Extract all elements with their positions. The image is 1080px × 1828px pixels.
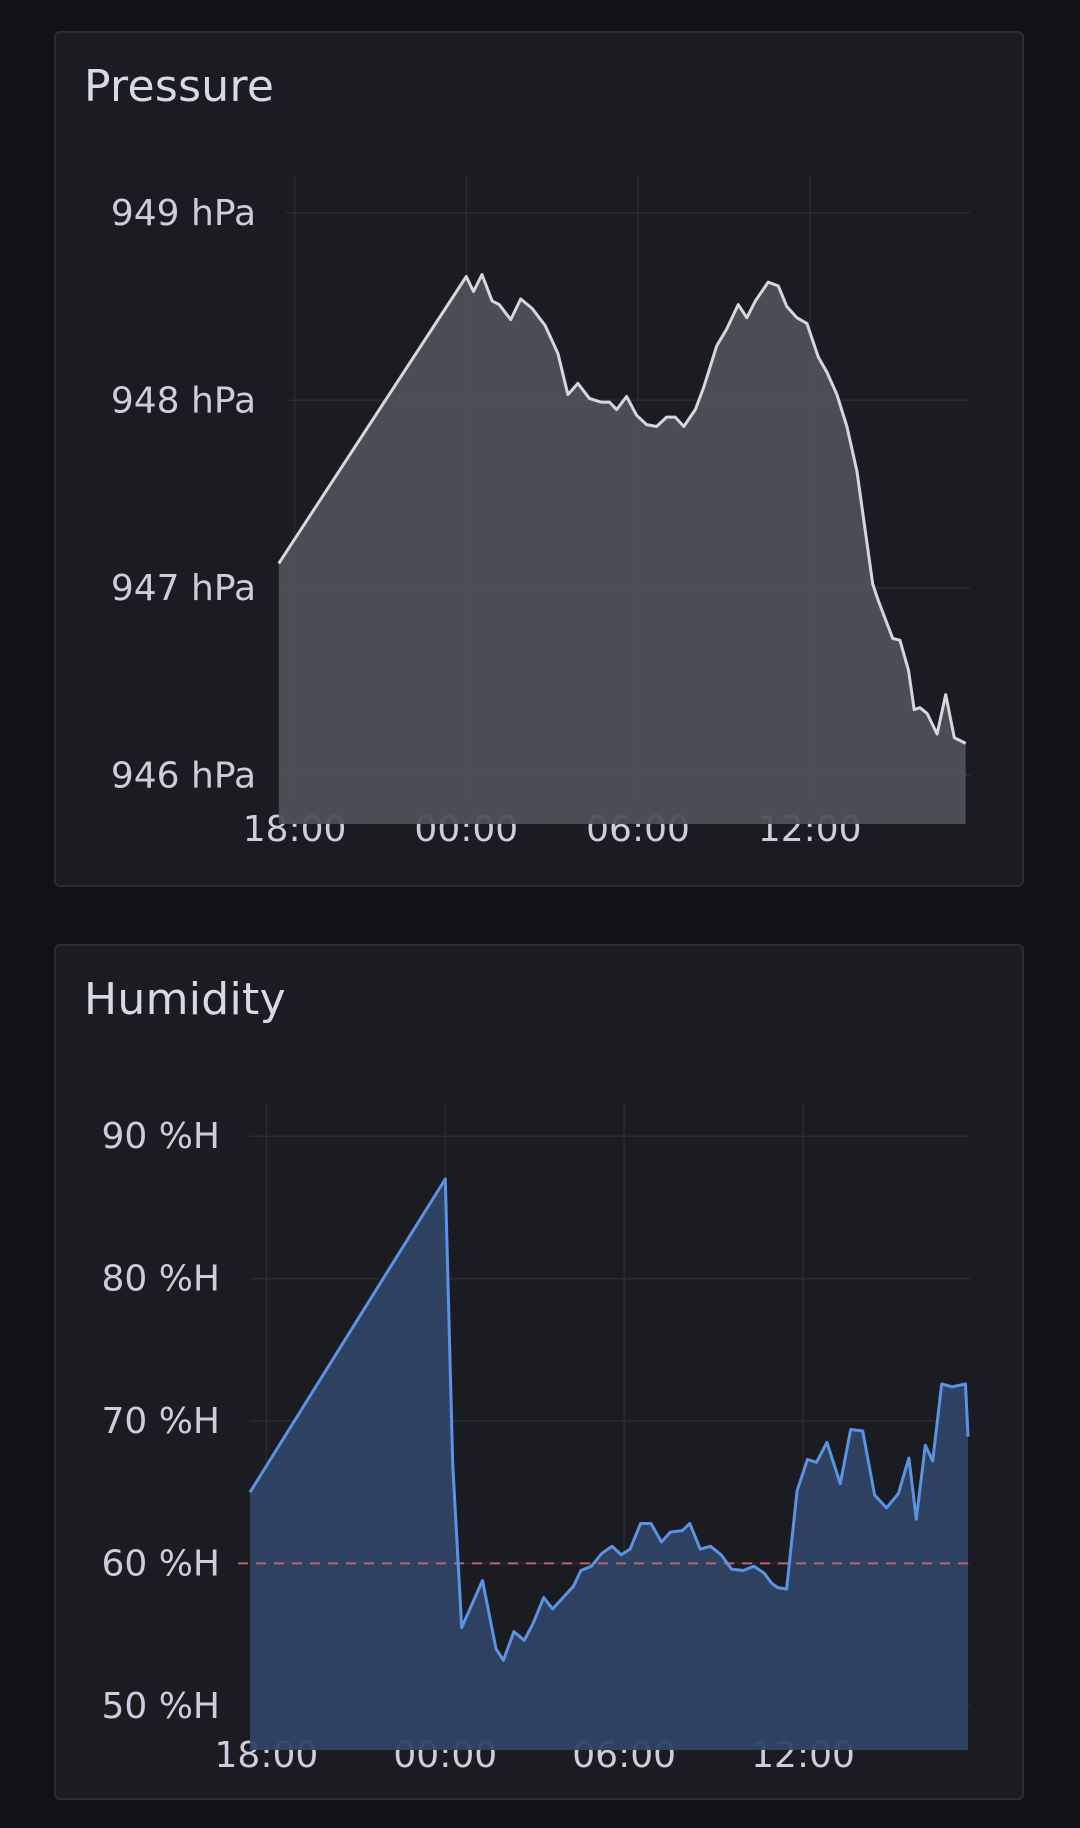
humidity-chart: 90 %H80 %H70 %H60 %H50 %H18:00 00:00 06:00… (101, 1104, 970, 1776)
panel-title: Pressure (84, 61, 275, 112)
series-line (248, 1177, 970, 1662)
series-area (278, 274, 966, 825)
series-line (277, 273, 967, 745)
y-tick-label: 946 hPa (111, 755, 256, 796)
y-tick-label: 50 %H (101, 1686, 220, 1727)
pressure-panel: Pressure 949 hPa 948 hPa 947 hPa 946 hPa 18:… (54, 31, 1024, 887)
y-tick-label: 70 %H (101, 1401, 220, 1442)
y-tick-label: 80 %H (101, 1259, 220, 1300)
y-tick-label: 948 hPa (111, 380, 256, 421)
y-tick-label: 949 hPa (111, 193, 256, 234)
series-area (250, 1179, 968, 1750)
humidity-panel: Humidity 90 %H 80 %H 70 %H 60 %H 50 %H 18:00 0… (54, 944, 1024, 1800)
y-tick-label: 947 hPa (111, 568, 256, 609)
y-tick-label: 90 %H (101, 1116, 220, 1157)
y-tick-label: 60 %H (101, 1543, 220, 1584)
panel-title: Humidity (84, 974, 286, 1025)
